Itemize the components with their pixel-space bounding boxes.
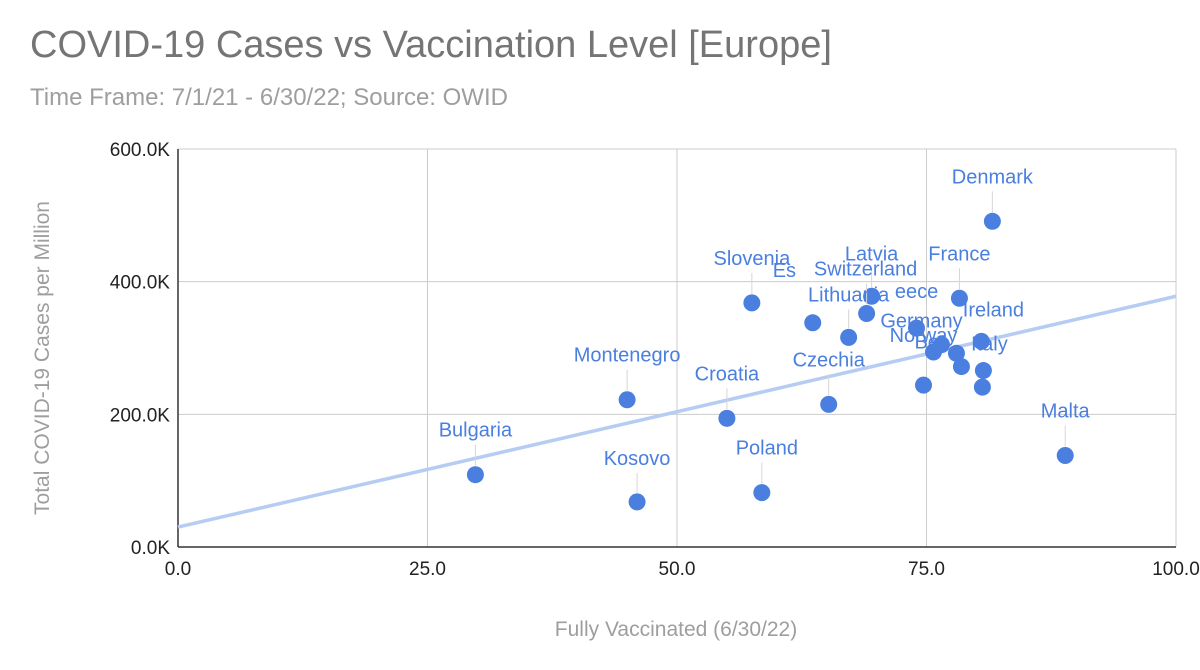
grid-layer	[177, 148, 1177, 548]
data-point	[743, 294, 761, 312]
data-label: eece	[895, 281, 938, 303]
data-label: Italy	[971, 334, 1008, 356]
data-label: Germany	[880, 311, 962, 333]
data-point	[973, 378, 991, 396]
x-axis-title: Fully Vaccinated (6/30/22)	[555, 618, 797, 641]
chart-title: COVID-19 Cases vs Vaccination Level [Eur…	[30, 24, 832, 66]
data-point	[915, 376, 933, 394]
data-point	[983, 212, 1001, 230]
data-label: Croatia	[695, 363, 760, 385]
x-tick-label: 100.0	[1152, 559, 1200, 580]
data-label: Latvia	[845, 243, 899, 265]
data-point	[947, 344, 965, 362]
trendline-layer	[177, 294, 1177, 529]
data-point	[950, 289, 968, 307]
tick-label-layer: 0.0 25.0 50.0 75.0 100.0 0.0K 200.0K 400.0K 600.…	[110, 140, 1200, 580]
data-label: Norway	[890, 325, 958, 347]
x-tick-label: 0.0	[165, 559, 191, 580]
data-label: Czechia	[793, 349, 866, 371]
data-label: Switzerland	[814, 259, 917, 281]
y-tick-label: 200.0K	[110, 405, 171, 426]
data-point	[924, 343, 942, 361]
data-point	[466, 466, 484, 484]
data-point	[952, 358, 970, 376]
y-tick-label: 0.0K	[131, 538, 170, 559]
y-axis-title: Total COVID-19 Cases per Million	[31, 201, 54, 515]
data-label: Kosovo	[604, 448, 671, 470]
data-point	[840, 328, 858, 346]
y-tick-label: 400.0K	[110, 273, 171, 294]
data-point	[972, 332, 990, 350]
data-label: Bulgaria	[439, 420, 513, 442]
data-point	[618, 391, 636, 409]
chart-subtitle: Time Frame: 7/1/21 - 6/30/22; Source: OW…	[30, 84, 508, 111]
data-point	[974, 362, 992, 380]
data-point	[858, 305, 876, 323]
data-point	[1056, 446, 1074, 464]
data-label: Malta	[1041, 400, 1091, 422]
data-label: France	[928, 243, 990, 265]
data-point	[628, 493, 646, 511]
data-point	[863, 287, 881, 305]
data-point	[908, 319, 926, 337]
x-tick-label: 75.0	[908, 559, 945, 580]
data-label: Denmark	[952, 166, 1034, 188]
data-label: Es	[773, 260, 796, 282]
data-label: Be	[914, 331, 938, 353]
x-tick-label: 25.0	[409, 559, 446, 580]
data-point	[753, 484, 771, 502]
y-tick-label: 600.0K	[110, 140, 171, 161]
data-point-layer	[466, 212, 1074, 511]
trendline	[177, 294, 1177, 529]
data-label: Slovenia	[713, 248, 791, 270]
x-tick-label: 50.0	[659, 559, 696, 580]
data-label: Lithuania	[808, 284, 890, 306]
data-point	[820, 395, 838, 413]
data-label: Montenegro	[574, 345, 681, 367]
data-point	[718, 409, 736, 427]
data-point	[804, 314, 822, 332]
data-label: Ireland	[963, 299, 1024, 321]
data-label: Poland	[736, 438, 798, 460]
